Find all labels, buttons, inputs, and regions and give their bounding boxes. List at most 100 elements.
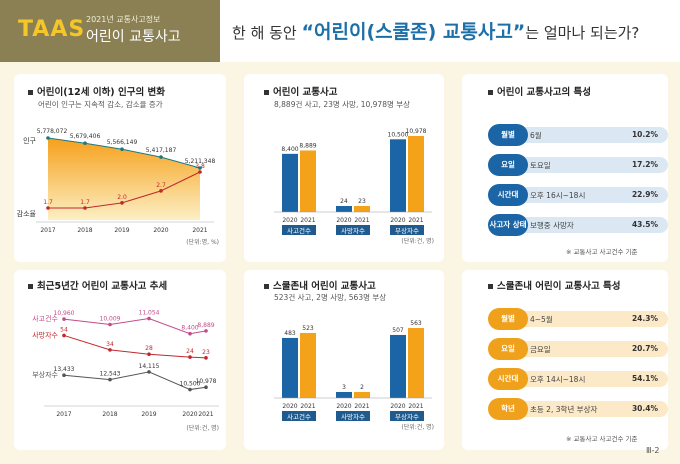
feature-label: 월별 [488, 124, 528, 146]
feature-label: 월별 [488, 308, 528, 330]
bar-year-label: 2021 [408, 403, 423, 410]
page-headline: 한 해 동안 “어린이(스쿨존) 교통사고”는 얼마나 되는가? [232, 17, 639, 44]
population-label: 5,417,187 [146, 147, 177, 154]
bar-year-label: 2021 [300, 403, 315, 410]
bar-value-label: 3 [342, 384, 346, 391]
feature-row: 사고자 상태 보행중 사망자 43.5% [488, 214, 668, 236]
trend-point [147, 352, 151, 357]
trend-point [188, 387, 192, 392]
group-label: 부상자수 [395, 226, 419, 235]
trend-series-label: 사고건수 [32, 314, 58, 323]
bar [354, 392, 370, 398]
bullet-icon [488, 284, 493, 289]
rate-point [46, 206, 50, 210]
bar [390, 139, 406, 212]
feature-percent: 20.7% [631, 344, 658, 353]
bar-year-label: 2020 [336, 403, 351, 410]
feature-bar [518, 187, 668, 203]
bar [354, 206, 370, 212]
group-label: 사망자수 [341, 226, 365, 235]
trend-point [108, 377, 112, 382]
unit-label: (단위:건, 명) [401, 423, 434, 431]
feature-bar [518, 217, 668, 233]
group-label-bg [282, 225, 316, 235]
feature-value: 토요일 [530, 161, 551, 170]
population-label: 5,211,348 [185, 158, 216, 165]
section-title-text: 스쿨존내 어린이 교통사고 특성 [497, 281, 621, 292]
bar-year-label: 2021 [354, 403, 369, 410]
features-note: ※ 교통사고 사고건수 기준 [566, 248, 638, 256]
section-title-trend: 최근5년간 어린이 교통사고 추세 [28, 278, 167, 292]
panel-sz-features [462, 270, 668, 450]
section-title-sz-features: 스쿨존내 어린이 교통사고 특성 [488, 278, 621, 292]
feature-row: 시간대 오후 16시~18시 22.9% [488, 184, 668, 206]
x-tick-label: 2018 [102, 411, 117, 418]
feature-value: 보행중 사망자 [530, 221, 574, 230]
feature-row: 월별 6월 10.2% [488, 124, 668, 146]
section-title-text: 최근5년간 어린이 교통사고 추세 [37, 281, 168, 292]
population-series-label: 인구 [23, 136, 36, 145]
population-point [198, 166, 202, 170]
group-label-bg [282, 411, 316, 421]
schoolzone-chart: 483 2020 523 2021 사고건수 3 2020 2 2021 사망자수 507 2020 5… [274, 320, 434, 431]
bar-value-label: 10,978 [406, 128, 427, 135]
bar-year-label: 2020 [390, 217, 405, 224]
bar-year-label: 2020 [282, 403, 297, 410]
bar-value-label: 24 [340, 198, 348, 205]
feature-row: 요일 토요일 17.2% [488, 154, 668, 176]
bar-value-label: 8,400 [281, 146, 298, 153]
rate-label: 2.0 [117, 194, 127, 201]
feature-bar [518, 157, 668, 173]
bar-year-label: 2021 [354, 217, 369, 224]
group-label-bg [336, 411, 370, 421]
group-label: 부상자수 [395, 412, 419, 421]
x-tick-label: 2017 [40, 227, 55, 234]
section-title-population: 어린이(12세 이하) 인구의 변화 [28, 84, 165, 98]
unit-label: (단위:명, %) [186, 238, 219, 246]
trend-value-label: 11,054 [139, 310, 160, 317]
trend-point [108, 322, 112, 327]
trend-value-label: 10,009 [100, 316, 121, 323]
bar-year-label: 2020 [282, 217, 297, 224]
trend-value-label: 54 [60, 326, 68, 333]
bullet-icon [264, 90, 269, 95]
feature-label: 시간대 [488, 184, 528, 206]
feature-value: 4~5월 [530, 315, 553, 324]
trend-point [108, 348, 112, 352]
feature-label: 요일 [488, 338, 528, 360]
feature-bar [518, 401, 668, 417]
bar [300, 332, 316, 398]
bar [336, 392, 352, 398]
feature-label: 사고자 상태 [488, 214, 528, 236]
rate-label: 2.7 [156, 182, 166, 189]
group-label: 사망자수 [341, 412, 365, 421]
trend-value-label: 10,500 [180, 381, 201, 388]
feature-percent: 43.5% [631, 220, 658, 229]
bar-value-label: 10,500 [388, 131, 409, 138]
section-title-accidents: 어린이 교통사고 [264, 84, 338, 98]
trend-value-label: 8,400 [181, 325, 198, 332]
trend-series-label: 사망자수 [32, 330, 58, 339]
bar-year-label: 2020 [390, 403, 405, 410]
population-point [46, 136, 50, 140]
headline-pre: 한 해 동안 [232, 24, 297, 42]
feature-percent: 22.9% [631, 190, 658, 199]
bar-value-label: 563 [410, 320, 422, 327]
x-tick-label: 2020 [153, 227, 168, 234]
feature-bar [518, 311, 668, 327]
header-title: 어린이 교통사고 [86, 29, 181, 45]
bar-year-label: 2021 [408, 217, 423, 224]
unit-label: (단위:건, 명) [186, 424, 219, 432]
section-title-text: 어린이 교통사고의 특성 [497, 87, 592, 98]
x-tick-label: 2021 [198, 411, 213, 418]
bullet-icon [488, 90, 493, 95]
bar [408, 328, 424, 398]
bar-value-label: 23 [358, 198, 366, 205]
rate-point [198, 170, 202, 174]
trend-point [204, 385, 208, 390]
trend-value-label: 24 [186, 348, 194, 355]
trend-value-label: 8,889 [197, 322, 214, 329]
feature-percent: 10.2% [631, 130, 658, 139]
